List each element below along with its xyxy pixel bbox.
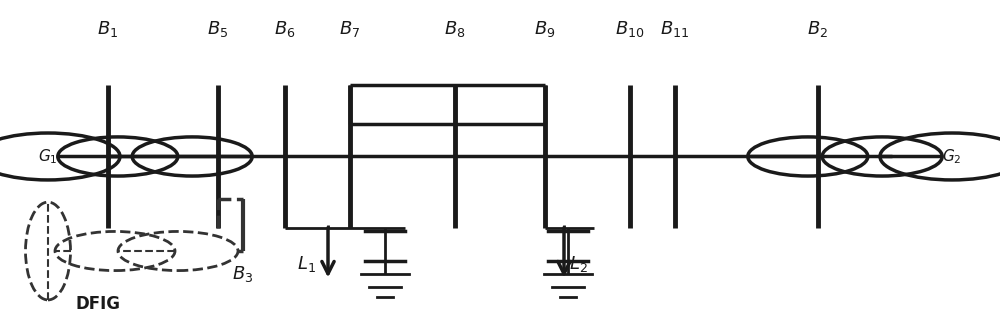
Text: $B_{8}$: $B_{8}$: [444, 19, 466, 39]
Text: $B_{2}$: $B_{2}$: [807, 19, 829, 39]
Text: $L_2$: $L_2$: [569, 254, 588, 274]
Text: $B_{11}$: $B_{11}$: [660, 19, 690, 39]
Circle shape: [880, 133, 1000, 180]
Text: $G_2$: $G_2$: [942, 147, 962, 166]
Text: $G_1$: $G_1$: [38, 147, 58, 166]
Text: $B_{7}$: $B_{7}$: [339, 19, 361, 39]
Text: $B_{10}$: $B_{10}$: [615, 19, 645, 39]
Text: $L_1$: $L_1$: [297, 254, 316, 274]
Text: $B_3$: $B_3$: [232, 264, 254, 284]
Text: $B_{5}$: $B_{5}$: [207, 19, 229, 39]
Circle shape: [0, 133, 120, 180]
Text: $B_{1}$: $B_{1}$: [97, 19, 119, 39]
Text: $B_{6}$: $B_{6}$: [274, 19, 296, 39]
Text: DFIG: DFIG: [76, 295, 120, 313]
Text: $B_{9}$: $B_{9}$: [534, 19, 556, 39]
